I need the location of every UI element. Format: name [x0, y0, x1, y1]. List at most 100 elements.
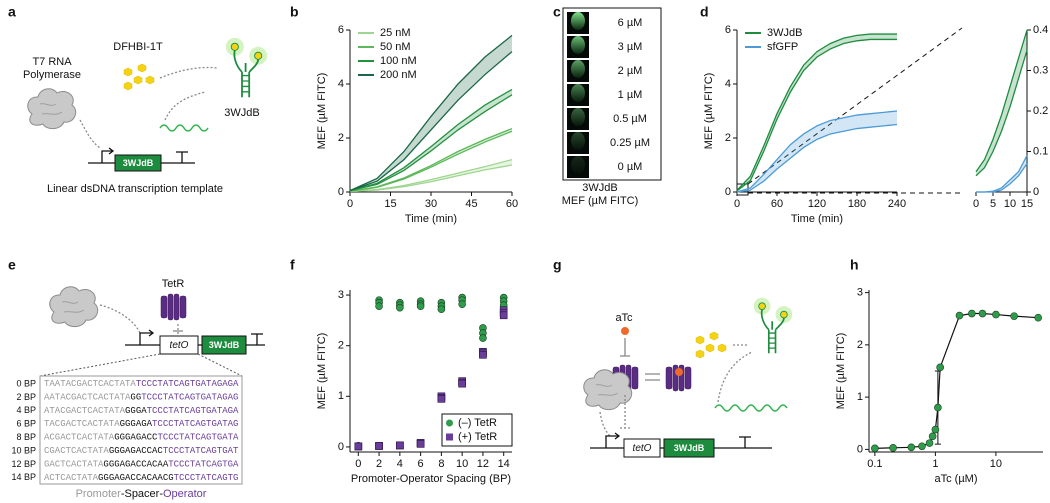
- band: [350, 35, 512, 191]
- sequence-promoter: TACGACTCACTATA: [44, 420, 120, 430]
- sequence-spacer: GGGAGACCACAA: [103, 460, 168, 470]
- point: [928, 432, 937, 441]
- band-edge: [736, 38, 897, 192]
- gene-label: 3WJdB: [674, 443, 705, 453]
- x-tick-label: 45: [465, 198, 477, 210]
- band: [737, 111, 897, 192]
- y-axis-label: MEF (µM FITC): [316, 333, 328, 410]
- sequence: AATACGACTCACTATAGGTCCCTATCAGTGATAGAG: [44, 393, 238, 403]
- point: [458, 300, 466, 308]
- row-label: 12 BP: [11, 459, 36, 469]
- y-tick-label: 2: [338, 340, 344, 352]
- band-edge: [349, 94, 513, 192]
- x-axis-label: Promoter-Operator Spacing (BP): [351, 473, 511, 485]
- point: [871, 444, 879, 453]
- point: [889, 444, 897, 452]
- panel-label: a: [8, 4, 16, 20]
- y-tick-label: 1: [857, 391, 863, 403]
- panel-label: d: [700, 4, 709, 20]
- sequence-spacer: GGGAGACC: [114, 433, 158, 443]
- row-label: 2 BP: [16, 392, 36, 402]
- sequence-operator: TCCCTATCAGTGATA: [157, 433, 239, 443]
- row-label: 10 BP: [11, 445, 36, 455]
- y-tick-label: 0: [338, 441, 344, 453]
- x-tick-label: 15: [1021, 198, 1033, 210]
- x-axis-label: Time (min): [405, 213, 457, 225]
- band-edge: [349, 130, 513, 192]
- point: [396, 303, 404, 312]
- sequence: ACGACTCACTATAGGGAGACCTCCCTATCAGTGATA: [44, 433, 239, 443]
- zoom-lines: [39, 353, 243, 377]
- legend-label: 100 nM: [380, 55, 417, 67]
- sequence-promoter: ATACGACTCACTATA: [44, 406, 126, 416]
- point: [396, 441, 404, 450]
- panel-a: a T7 RNA Polymerase DFHBI-1T 3WJdB 3WJdB…: [8, 4, 269, 195]
- arrows: [99, 304, 183, 334]
- y-tick-label: 2: [725, 132, 731, 144]
- point: [437, 395, 446, 403]
- sequence-spacer: GG: [130, 393, 141, 403]
- y-tick-label: 0: [338, 186, 344, 198]
- band-edge: [349, 51, 513, 192]
- sequence-promoter: GACTCACTATA: [44, 460, 104, 470]
- aptamer-icon: [752, 296, 794, 355]
- point: [968, 309, 976, 318]
- x-tick-label: 180: [848, 198, 866, 210]
- x-tick-label: 0: [973, 198, 979, 210]
- band: [976, 30, 1027, 176]
- sequence: CGACTCACTATAGGGAGACCACTCCCTATCAGTGAT: [44, 446, 239, 456]
- x-tick-label: 60: [506, 198, 518, 210]
- sequence-box: [39, 375, 243, 485]
- sequence-promoter: TAATACGACTCACTATA: [44, 379, 136, 389]
- y-tick-label: 4: [725, 78, 731, 90]
- point: [437, 305, 446, 314]
- sequence-promoter: ACGACTCACTATA: [44, 433, 115, 443]
- y-tick-label: 0.2: [1033, 105, 1048, 117]
- sequence-promoter: AATACGACTCACTATA: [44, 393, 131, 403]
- point: [925, 439, 934, 447]
- connector: [874, 312, 1039, 449]
- gene-box: [114, 154, 162, 172]
- tube-glow: [571, 60, 585, 78]
- panel-label: g: [553, 257, 562, 273]
- sequence-operator: TCCCTATCAGTGAT: [163, 446, 239, 456]
- tube-glow: [571, 156, 585, 174]
- y-tick-label: 2: [338, 132, 344, 144]
- x-tick-label: 0: [734, 198, 740, 210]
- sequence-operator: TCCCTATCAGTGA: [168, 460, 239, 470]
- dye-icon: [124, 64, 154, 90]
- concentration-label: 6 µM: [618, 17, 643, 29]
- point: [479, 334, 487, 342]
- polymerase-icon: [28, 89, 76, 129]
- dye-icon: [696, 332, 726, 358]
- legend-label: 50 nM: [380, 41, 411, 53]
- rna: [714, 404, 788, 412]
- arrows: [599, 344, 753, 437]
- x-tick-label: 6: [418, 458, 424, 470]
- inducer-label: aTc: [615, 312, 633, 324]
- concentration-label: 3 µM: [618, 41, 643, 53]
- row-label: 4 BP: [16, 405, 36, 415]
- sequence-operator: TCCCTATCAGTGATAGA: [147, 406, 239, 416]
- polymerase-icon: [50, 287, 98, 327]
- gene-label: 3WJdB: [123, 158, 154, 168]
- rna: [159, 124, 209, 132]
- sequence-promoter: CGACTCACTATA: [44, 446, 109, 456]
- polymerase-label: Polymerase: [23, 69, 81, 81]
- y-tick-label: 3: [338, 289, 344, 301]
- sequence-spacer: GGGA: [125, 406, 147, 416]
- sequence-operator: TCCCTATCAGTGATAGAGA: [136, 379, 239, 389]
- tube-glow: [571, 84, 585, 102]
- point: [1034, 313, 1043, 322]
- x-tick-label: 1: [932, 458, 938, 470]
- sequence-promoter: ACTCACTATA: [44, 473, 99, 483]
- operator-box: [623, 438, 661, 458]
- y-axis-label: MEF (µM FITC): [835, 333, 847, 410]
- y-tick-label: 1: [338, 390, 344, 402]
- equilibrium: [645, 373, 660, 381]
- inducer-icon: [621, 327, 629, 335]
- panel-g: g aTc tetO 3WJdB: [553, 257, 794, 458]
